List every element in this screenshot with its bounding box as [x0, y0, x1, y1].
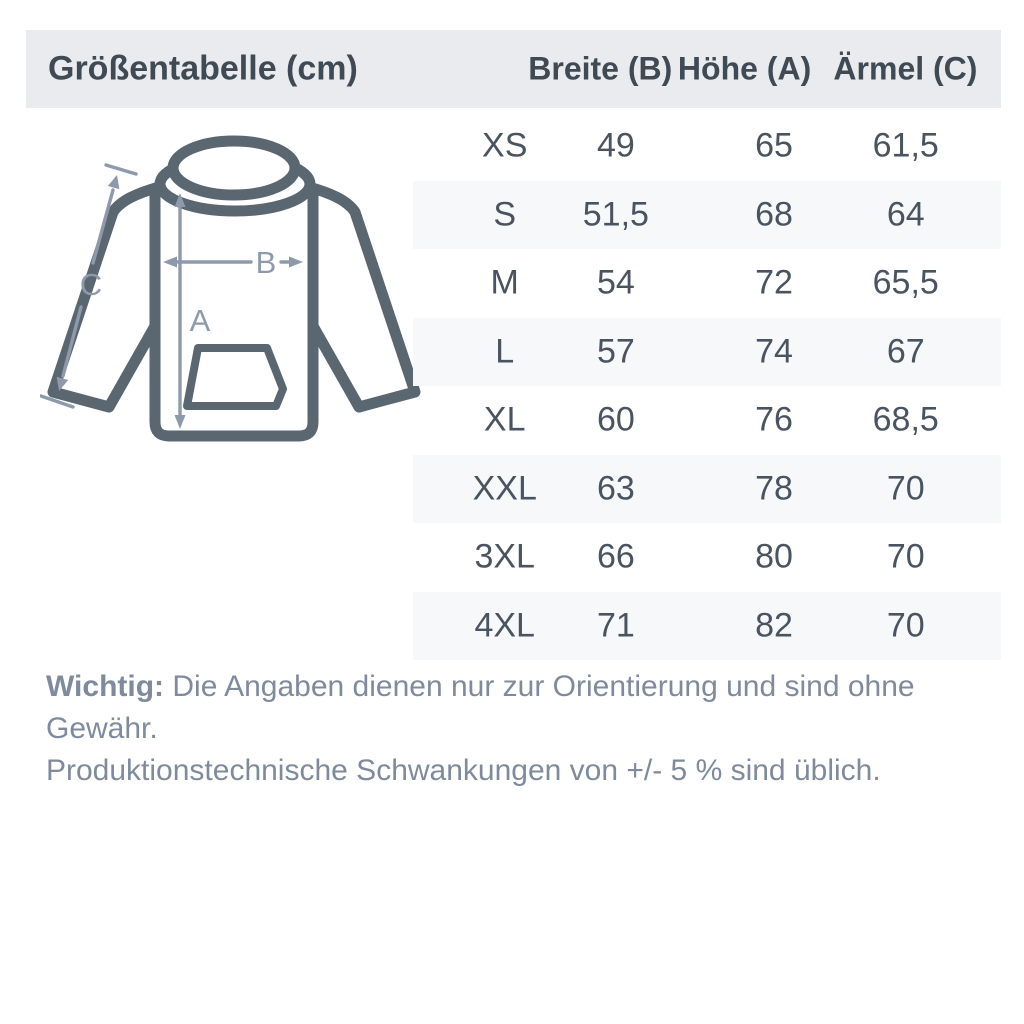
- size-label: 3XL: [474, 537, 535, 576]
- table-header-bar: Größentabelle (cm) Breite (B) Höhe (A) Ä…: [26, 30, 1001, 108]
- aermel-value: 70: [886, 606, 925, 645]
- hoehe-value: 80: [755, 537, 793, 576]
- dimension-label-a: A: [190, 303, 211, 338]
- size-label: 4XL: [474, 606, 535, 645]
- hoehe-value: 72: [755, 263, 793, 302]
- size-label: M: [490, 263, 519, 302]
- dimension-c-tick-top: [104, 163, 138, 176]
- arrowhead-a-bottom: [174, 415, 186, 429]
- breite-value: 57: [596, 332, 635, 371]
- hoodie-left-sleeve: [47, 181, 165, 413]
- hoehe-value: 78: [755, 469, 793, 508]
- size-label: XS: [482, 126, 528, 165]
- aermel-value: 61,5: [872, 126, 939, 165]
- table-row-xs: XS 49 65 61,5: [413, 112, 1001, 181]
- arrowhead-c-bottom: [56, 376, 69, 391]
- breite-value: 51,5: [582, 195, 649, 234]
- table-row-xxl: XXL 63 78 70: [413, 454, 1001, 523]
- important-label: Wichtig:: [46, 670, 165, 703]
- breite-value: 66: [596, 537, 635, 576]
- breite-value: 63: [596, 469, 635, 508]
- breite-value: 71: [596, 606, 635, 645]
- dimension-label-b: B: [256, 245, 277, 280]
- dimension-c-tick-bottom: [39, 394, 75, 409]
- dimension-c-line-upper: [91, 188, 115, 265]
- hoehe-value: 68: [755, 195, 793, 234]
- arrowhead-c-top: [107, 175, 120, 190]
- table-row-l: L 57 74 67: [413, 317, 1001, 386]
- breite-value: 60: [596, 400, 635, 439]
- disclaimer-line-1: Wichtig: Die Angaben dienen nur zur Orie…: [46, 666, 976, 750]
- dimension-c-line-lower: [61, 305, 83, 378]
- size-label: S: [493, 195, 517, 234]
- hoodie-diagram: A B C: [39, 135, 425, 465]
- table-row-4xl: 4XL 71 82 70: [413, 591, 1001, 660]
- arrowhead-b-left: [163, 256, 177, 268]
- hoodie-right-sleeve: [303, 181, 421, 413]
- aermel-value: 68,5: [872, 400, 939, 439]
- arrowhead-a-top: [174, 193, 186, 207]
- hoehe-value: 74: [755, 332, 793, 371]
- aermel-value: 70: [886, 537, 925, 576]
- disclaimer-line-2: Produktionstechnische Schwankungen von +…: [46, 754, 881, 787]
- aermel-value: 70: [886, 469, 925, 508]
- dimension-label-c: C: [80, 267, 102, 302]
- column-header-aermel: Ärmel (C): [833, 50, 978, 87]
- size-label: L: [495, 332, 515, 371]
- page-title: Größentabelle (cm): [48, 49, 358, 88]
- disclaimer: Wichtig: Die Angaben dienen nur zur Orie…: [46, 666, 976, 792]
- hoodie-pocket: [183, 344, 287, 410]
- size-table: XS 49 65 61,5 S 51,5 68 64 M 54 72 65,5 …: [413, 112, 1001, 660]
- arrowhead-b-right: [289, 256, 303, 268]
- hoehe-value: 65: [755, 126, 793, 165]
- column-header-breite: Breite (B): [528, 50, 673, 87]
- hoehe-value: 76: [755, 400, 793, 439]
- table-row-3xl: 3XL 66 80 70: [413, 523, 1001, 592]
- hoodie-hood-opening: [167, 135, 301, 201]
- hoehe-value: 82: [755, 606, 793, 645]
- hoodie-illustration: A B C: [39, 135, 421, 442]
- size-label: XL: [483, 400, 526, 439]
- aermel-value: 67: [886, 332, 925, 371]
- table-row-xl: XL 60 76 68,5: [413, 386, 1001, 455]
- aermel-value: 65,5: [872, 263, 939, 302]
- aermel-value: 64: [886, 195, 925, 234]
- disclaimer-text-1: Die Angaben dienen nur zur Orientierung …: [46, 670, 915, 745]
- table-row-m: M 54 72 65,5: [413, 249, 1001, 318]
- table-row-s: S 51,5 68 64: [413, 180, 1001, 249]
- column-header-hoehe: Höhe (A): [677, 50, 812, 87]
- size-label: XXL: [472, 469, 537, 508]
- breite-value: 49: [596, 126, 635, 165]
- breite-value: 54: [596, 263, 635, 302]
